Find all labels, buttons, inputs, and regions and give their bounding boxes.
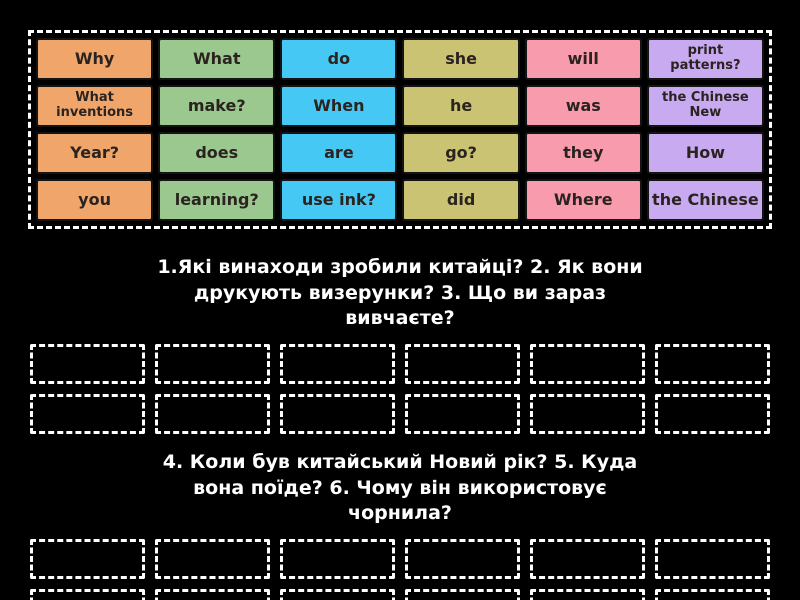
answer-slot[interactable] xyxy=(280,343,395,384)
question-text-1: 1.Які винаходи зробили китайці? 2. Як во… xyxy=(157,256,643,330)
answer-slot[interactable] xyxy=(30,588,145,600)
answer-slot[interactable] xyxy=(155,393,270,434)
slot-group xyxy=(0,538,800,600)
answer-slot[interactable] xyxy=(655,393,770,434)
word-bank-frame: Why What do she will print patterns? What inve… xyxy=(28,30,772,229)
answer-slot[interactable] xyxy=(30,393,145,434)
word-tile[interactable]: did xyxy=(402,179,520,221)
answer-slot[interactable] xyxy=(280,538,395,579)
answer-slot[interactable] xyxy=(405,588,520,600)
word-tile[interactable]: When xyxy=(280,85,398,127)
answer-slot[interactable] xyxy=(405,393,520,434)
tile-grid: Why What do she will print patterns? What inve… xyxy=(36,38,764,221)
answer-slot[interactable] xyxy=(405,343,520,384)
word-tile[interactable]: learning? xyxy=(158,179,276,221)
word-tile[interactable]: the Chinese New xyxy=(646,85,764,127)
answer-slot[interactable] xyxy=(530,343,645,384)
word-tile[interactable]: Year? xyxy=(36,132,154,174)
answer-slot[interactable] xyxy=(405,538,520,579)
word-tile[interactable]: they xyxy=(524,132,642,174)
answer-slot[interactable] xyxy=(655,343,770,384)
answer-slot[interactable] xyxy=(655,588,770,600)
slot-row xyxy=(0,393,800,434)
answer-slot[interactable] xyxy=(280,588,395,600)
answer-slot[interactable] xyxy=(30,343,145,384)
slot-row xyxy=(0,588,800,600)
word-tile[interactable]: print patterns? xyxy=(646,38,764,80)
word-tile[interactable]: the Chinese xyxy=(646,179,764,221)
word-tile[interactable]: does xyxy=(158,132,276,174)
word-tile[interactable]: he xyxy=(402,85,520,127)
word-tile[interactable]: was xyxy=(524,85,642,127)
word-tile[interactable]: will xyxy=(524,38,642,80)
word-tile[interactable]: are xyxy=(280,132,398,174)
word-tile[interactable]: go? xyxy=(402,132,520,174)
word-tile[interactable]: she xyxy=(402,38,520,80)
word-tile[interactable]: use ink? xyxy=(280,179,398,221)
word-tile[interactable]: do xyxy=(280,38,398,80)
answer-slot[interactable] xyxy=(280,393,395,434)
word-tile[interactable]: What xyxy=(158,38,276,80)
answer-slot[interactable] xyxy=(155,343,270,384)
word-tile[interactable]: you xyxy=(36,179,154,221)
slot-group xyxy=(0,343,800,434)
word-tile[interactable]: How xyxy=(646,132,764,174)
answer-slot[interactable] xyxy=(530,538,645,579)
question-text-2: 4. Коли був китайський Новий рік? 5. Куд… xyxy=(162,450,638,525)
slot-row xyxy=(0,538,800,579)
answer-slot[interactable] xyxy=(155,588,270,600)
answer-slot[interactable] xyxy=(530,393,645,434)
word-tile[interactable]: Where xyxy=(524,179,642,221)
answer-slot[interactable] xyxy=(155,538,270,579)
word-tile[interactable]: make? xyxy=(158,85,276,127)
slot-row xyxy=(0,343,800,384)
word-tile[interactable]: Why xyxy=(36,38,154,80)
answer-slot[interactable] xyxy=(30,538,145,579)
answer-slot[interactable] xyxy=(530,588,645,600)
word-tile[interactable]: What inventions xyxy=(36,85,154,127)
answer-slot[interactable] xyxy=(655,538,770,579)
